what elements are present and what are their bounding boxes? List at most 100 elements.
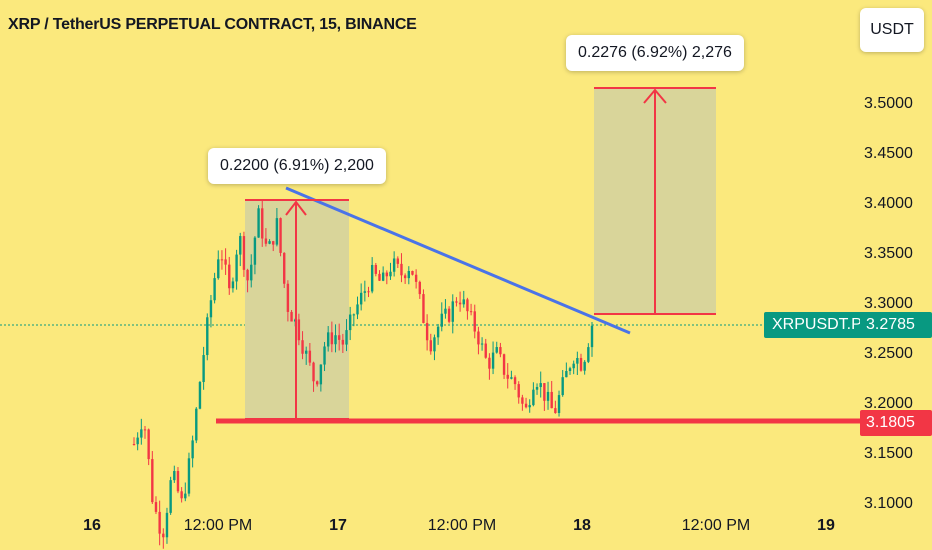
- measure-right-label: 0.2276 (6.92%) 2,276: [566, 35, 744, 71]
- candle-down: [297, 319, 301, 341]
- candle-down: [312, 362, 315, 382]
- candle-down: [301, 340, 304, 354]
- candle-down: [488, 357, 491, 369]
- candle-down: [220, 259, 224, 261]
- price-tick: 3.1000: [864, 495, 913, 512]
- candle-up: [451, 301, 454, 322]
- candle-down: [458, 302, 462, 305]
- price-tick: 3.4500: [864, 145, 913, 162]
- candle-up: [140, 429, 143, 438]
- candle-up: [590, 325, 594, 348]
- candle-down: [484, 343, 487, 358]
- candle-down: [176, 471, 180, 492]
- candle-up: [184, 493, 187, 499]
- candle-up: [268, 241, 271, 244]
- support-level-label: 3.1805: [860, 410, 932, 436]
- candle-up: [209, 300, 213, 318]
- candle-up: [326, 332, 330, 347]
- candle-down: [418, 281, 421, 295]
- candle-down: [517, 384, 520, 398]
- candle-up: [389, 271, 392, 277]
- candle-down: [499, 347, 502, 355]
- candle-up: [462, 299, 465, 305]
- candle-up: [363, 291, 367, 293]
- price-tick: 3.5000: [864, 95, 913, 112]
- candle-down: [261, 208, 264, 239]
- candle-down: [396, 258, 400, 264]
- candle-up: [213, 278, 216, 301]
- candle-up: [539, 383, 542, 388]
- candle-up: [235, 254, 238, 282]
- measure-left-arrowhead: [285, 200, 307, 216]
- candle-up: [491, 352, 495, 369]
- candle-up: [191, 440, 194, 459]
- candle-down: [425, 322, 429, 341]
- candle-down: [158, 511, 161, 534]
- candle-down: [550, 391, 553, 409]
- candle-up: [480, 343, 484, 345]
- price-tick: 3.3500: [864, 245, 913, 262]
- candle-down: [162, 533, 165, 538]
- candle-up: [352, 314, 356, 316]
- candle-down: [180, 491, 183, 499]
- candle-up: [436, 326, 440, 338]
- currency-button[interactable]: USDT: [860, 8, 924, 52]
- measure-left-lines: [245, 199, 349, 420]
- candle-up: [275, 218, 279, 245]
- candle-down: [279, 218, 282, 253]
- candle-up: [561, 377, 564, 396]
- candle-up: [217, 259, 220, 279]
- trendline[interactable]: [285, 186, 631, 335]
- candle-up: [532, 389, 535, 406]
- candle-down: [147, 429, 150, 460]
- candle-down: [283, 252, 286, 284]
- candlestick-series: [132, 199, 594, 549]
- candle-up: [323, 346, 326, 365]
- candle-up: [348, 314, 352, 331]
- candle-up: [583, 361, 586, 371]
- price-tick: 3.1500: [864, 445, 913, 462]
- candle-up: [495, 347, 498, 353]
- candle-up: [206, 317, 209, 356]
- candle-down: [316, 381, 319, 385]
- time-tick: 16: [83, 517, 101, 534]
- candle-up: [356, 304, 359, 315]
- candle-up: [257, 208, 260, 238]
- candle-down: [367, 291, 370, 293]
- time-tick: 19: [817, 517, 835, 534]
- candle-up: [169, 480, 172, 513]
- candle-up: [198, 382, 202, 409]
- candle-up: [576, 357, 579, 364]
- candle-down: [579, 357, 583, 371]
- candle-down: [374, 264, 378, 274]
- time-tick: 17: [329, 517, 347, 534]
- candle-up: [173, 471, 176, 481]
- candle-down: [224, 259, 227, 265]
- candle-down: [242, 236, 246, 270]
- candle-down: [513, 377, 517, 385]
- candle-down: [143, 429, 147, 431]
- candle-down: [447, 308, 451, 322]
- candle-down: [400, 263, 403, 276]
- measure-left-label: 0.2200 (6.91%) 2,200: [208, 148, 386, 184]
- candle-down: [506, 374, 509, 379]
- time-tick: 18: [573, 517, 591, 534]
- candle-up: [359, 292, 363, 305]
- candle-down: [473, 311, 476, 332]
- candle-up: [568, 368, 572, 372]
- candle-up: [231, 281, 235, 289]
- candle-down: [455, 301, 458, 303]
- candle-up: [334, 335, 337, 345]
- candle-up: [239, 236, 242, 255]
- measure-right-arrowhead: [643, 88, 667, 104]
- candle-down: [290, 311, 293, 322]
- time-tick: 12:00 PM: [183, 517, 253, 534]
- candle-up: [565, 371, 568, 378]
- candle-down: [422, 294, 425, 323]
- candle-up: [433, 337, 436, 352]
- candle-down: [154, 502, 158, 512]
- candle-up: [557, 395, 561, 414]
- candle-up: [572, 363, 575, 369]
- candle-down: [403, 275, 407, 279]
